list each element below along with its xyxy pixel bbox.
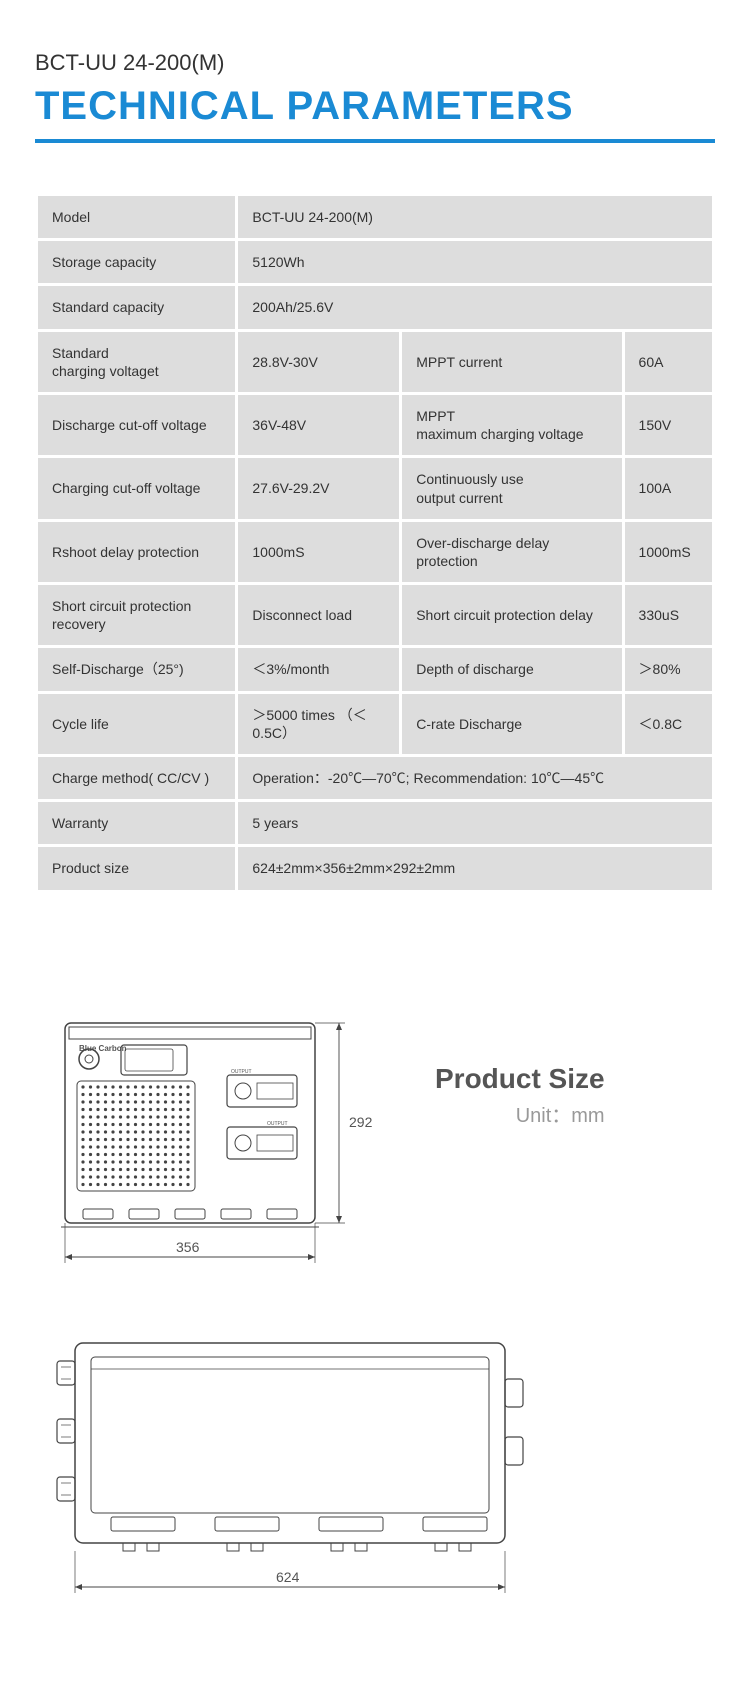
spec-cell: Short circuit protectionrecovery xyxy=(38,585,235,645)
spec-row: Standardcharging voltaget28.8V-30VMPPT c… xyxy=(38,332,712,392)
spec-cell: Continuously useoutput current xyxy=(402,458,621,518)
spec-cell: Warranty xyxy=(38,802,235,844)
title-underline xyxy=(35,139,715,143)
spec-cell: Charging cut-off voltage xyxy=(38,458,235,518)
spec-cell: ＞80% xyxy=(625,648,712,690)
spec-cell: 5 years xyxy=(238,802,712,844)
spec-cell: Standardcharging voltaget xyxy=(38,332,235,392)
spec-cell: 330uS xyxy=(625,585,712,645)
spec-cell: 27.6V-29.2V xyxy=(238,458,399,518)
spec-cell: 28.8V-30V xyxy=(238,332,399,392)
spec-cell: 624±2mm×356±2mm×292±2mm xyxy=(238,847,712,889)
spec-cell: ＞5000 times （＜0.5C） xyxy=(238,694,399,754)
svg-text:624: 624 xyxy=(276,1569,300,1585)
spec-cell: Product size xyxy=(38,847,235,889)
spec-cell: 60A xyxy=(625,332,712,392)
spec-cell: 100A xyxy=(625,458,712,518)
spec-cell: Charge method( CC/CV ) xyxy=(38,757,235,799)
product-size-unit: Unit：mm xyxy=(435,1099,605,1128)
spec-cell: Discharge cut-off voltage xyxy=(38,395,235,455)
spec-cell: Short circuit protection delay xyxy=(402,585,621,645)
spec-cell: 150V xyxy=(625,395,712,455)
spec-cell: C-rate Discharge xyxy=(402,694,621,754)
spec-cell: Standard capacity xyxy=(38,286,235,328)
spec-cell: ＜3%/month xyxy=(238,648,399,690)
spec-row: ModelBCT-UU 24-200(M) xyxy=(38,196,712,238)
svg-text:356: 356 xyxy=(176,1239,200,1255)
spec-cell: 5120Wh xyxy=(238,241,712,283)
spec-cell: Cycle life xyxy=(38,694,235,754)
spec-cell: Over-discharge delayprotection xyxy=(402,522,621,582)
spec-cell: MPPT current xyxy=(402,332,621,392)
svg-text:Blue Carbon: Blue Carbon xyxy=(79,1044,127,1053)
spec-cell: Rshoot delay protection xyxy=(38,522,235,582)
spec-cell: ＜0.8C xyxy=(625,694,712,754)
spec-row: Charging cut-off voltage27.6V-29.2VConti… xyxy=(38,458,712,518)
spec-row: Charge method( CC/CV )Operation：-20℃—70℃… xyxy=(38,757,712,799)
spec-row: Rshoot delay protection1000mSOver-discha… xyxy=(38,522,712,582)
spec-cell: Disconnect load xyxy=(238,585,399,645)
product-size-title: Product Size xyxy=(435,1063,605,1095)
spec-row: Cycle life＞5000 times （＜0.5C）C-rate Disc… xyxy=(38,694,712,754)
spec-cell: Model xyxy=(38,196,235,238)
spec-row: Storage capacity5120Wh xyxy=(38,241,712,283)
page-title: TECHNICAL PARAMETERS xyxy=(35,84,715,129)
spec-cell: 200Ah/25.6V xyxy=(238,286,712,328)
spec-row: Discharge cut-off voltage36V-48VMPPTmaxi… xyxy=(38,395,712,455)
svg-text:292: 292 xyxy=(349,1114,373,1130)
svg-text:OUTPUT: OUTPUT xyxy=(267,1121,288,1127)
spec-cell: Operation：-20℃—70℃; Recommendation: 10℃—… xyxy=(238,757,712,799)
spec-row: Product size624±2mm×356±2mm×292±2mm xyxy=(38,847,712,889)
svg-text:OUTPUT: OUTPUT xyxy=(231,1069,252,1075)
diagram-section: Blue Carbon OUTPUT OUTPUT 292 356 Product Si… xyxy=(35,1013,715,1613)
spec-cell: BCT-UU 24-200(M) xyxy=(238,196,712,238)
spec-row: Warranty5 years xyxy=(38,802,712,844)
product-size-label: Product Size Unit：mm xyxy=(435,1063,605,1128)
spec-cell: Self-Discharge（25°) xyxy=(38,648,235,690)
spec-cell: 1000mS xyxy=(625,522,712,582)
model-name: BCT-UU 24-200(M) xyxy=(35,50,715,76)
spec-row: Self-Discharge（25°)＜3%/monthDepth of dis… xyxy=(38,648,712,690)
spec-cell: Depth of discharge xyxy=(402,648,621,690)
spec-row: Short circuit protectionrecoveryDisconne… xyxy=(38,585,712,645)
spec-cell: Storage capacity xyxy=(38,241,235,283)
spec-cell: 36V-48V xyxy=(238,395,399,455)
spec-row: Standard capacity200Ah/25.6V xyxy=(38,286,712,328)
side-view-diagram: 624 xyxy=(35,1333,575,1613)
spec-cell: 1000mS xyxy=(238,522,399,582)
spec-cell: MPPTmaximum charging voltage xyxy=(402,395,621,455)
front-view-diagram: Blue Carbon OUTPUT OUTPUT 292 356 xyxy=(35,1013,375,1283)
spec-table: ModelBCT-UU 24-200(M)Storage capacity512… xyxy=(35,193,715,893)
